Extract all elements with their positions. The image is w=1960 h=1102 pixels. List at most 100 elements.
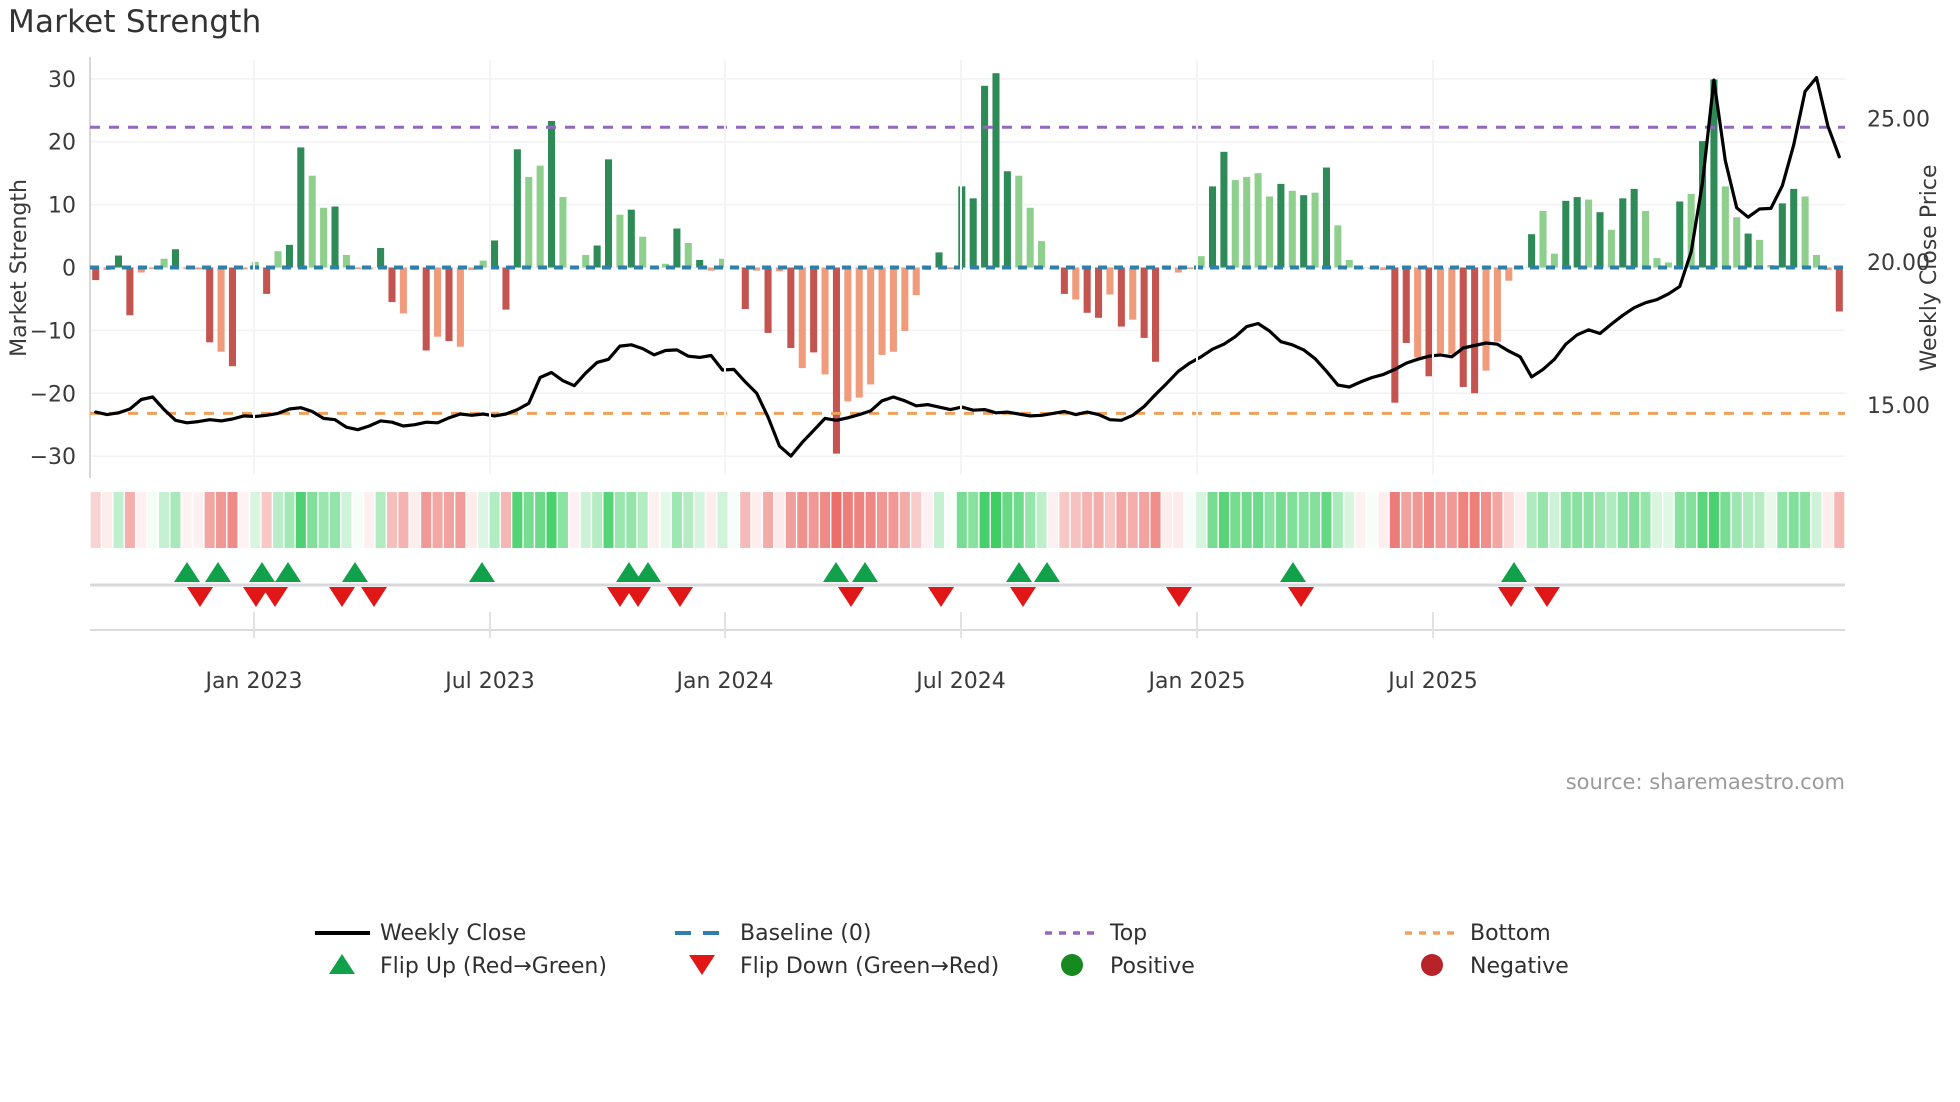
bar: [1186, 267, 1194, 269]
heatmap-cell: [1298, 492, 1309, 548]
heatmap-cell: [432, 492, 443, 548]
bar: [981, 85, 989, 268]
bar: [1311, 192, 1319, 268]
heatmap-cell: [1253, 492, 1264, 548]
bar: [1459, 267, 1467, 387]
heatmap-cell: [1731, 492, 1742, 548]
heatmap-cell: [1070, 492, 1081, 548]
legend-item-label: Positive: [1110, 954, 1195, 979]
weekly-close-line: [94, 76, 1841, 458]
legend-circle-marker: [1421, 954, 1443, 976]
heatmap-cell: [512, 492, 523, 548]
bar: [194, 267, 202, 270]
heatmap-cell: [1173, 492, 1184, 548]
heatmap-cell: [1207, 492, 1218, 548]
bar: [889, 267, 897, 352]
heatmap-cell: [1367, 492, 1378, 548]
bar: [1072, 267, 1080, 300]
bar: [1562, 200, 1570, 268]
heatmap-cell: [1355, 492, 1366, 548]
heatmap-cell: [1572, 492, 1583, 548]
bar: [1835, 267, 1843, 312]
heatmap-cell: [1788, 492, 1799, 548]
heatmap-cell: [204, 492, 215, 548]
heatmap-cell: [1640, 492, 1651, 548]
heatmap-cell: [865, 492, 876, 548]
bar: [764, 267, 772, 333]
heatmap-cell: [409, 492, 420, 548]
bar: [753, 267, 761, 271]
right-axis: 25.00 20.00 15.00: [1867, 108, 1930, 419]
bar: [1539, 210, 1547, 268]
bar: [160, 258, 168, 268]
heatmap-cell: [945, 492, 956, 548]
bar: [1391, 267, 1399, 403]
bar: [593, 245, 601, 268]
heatmap-cell: [1549, 492, 1560, 548]
heatmap-cell: [1606, 492, 1617, 548]
heatmap-cell: [808, 492, 819, 548]
heatmap-cell: [1537, 492, 1549, 548]
heatmap-cell: [181, 492, 192, 548]
heatmap-cell: [1800, 492, 1811, 548]
flip-down-marker: [1534, 587, 1560, 607]
bar: [285, 244, 293, 268]
bar: [126, 267, 134, 316]
bar: [1596, 212, 1604, 268]
heatmap-cell: [626, 492, 637, 548]
heatmap-cell: [455, 492, 466, 548]
flip-down-marker: [928, 587, 954, 607]
heatmap-cell: [1583, 492, 1594, 548]
flip-down-marker: [1288, 587, 1314, 607]
bar: [1528, 234, 1536, 268]
bar: [297, 147, 305, 268]
bar: [491, 240, 499, 268]
heatmap-cell: [911, 492, 922, 548]
bar: [1095, 267, 1103, 318]
heatmap-cell: [136, 492, 147, 548]
heatmap-cell: [1697, 492, 1708, 548]
flip-down-marker: [262, 587, 288, 607]
bar: [536, 165, 544, 268]
bar: [377, 248, 385, 268]
y-axis-tick-label: 30: [48, 68, 76, 93]
bar: [616, 214, 624, 268]
page-title: Market Strength: [8, 4, 262, 40]
bar: [1402, 267, 1410, 343]
bar: [240, 267, 248, 270]
flip-up-marker: [616, 562, 642, 582]
heatmap-cell: [728, 492, 739, 548]
bar: [525, 176, 533, 268]
legend-item: Flip Up (Red→Green): [329, 954, 607, 979]
bar: [502, 267, 510, 310]
bar: [1448, 267, 1456, 355]
heatmap-cell: [1446, 492, 1457, 548]
heatmap-cell: [1230, 492, 1241, 548]
heatmap-cell: [1332, 492, 1343, 548]
heatmap-cell: [979, 492, 990, 548]
heatmap-cell: [1184, 492, 1195, 548]
bar: [718, 258, 727, 268]
heatmap-cell: [683, 492, 694, 548]
bar: [1619, 198, 1627, 268]
heatmap-cell: [1059, 492, 1070, 548]
heatmap-cell: [614, 492, 625, 548]
bar: [1721, 186, 1729, 268]
flip-down-marker: [1498, 587, 1524, 607]
heatmap-cell: [740, 492, 751, 548]
heatmap-cell: [159, 492, 170, 548]
heatmap-cell: [421, 492, 432, 548]
flip-down-marker: [243, 587, 269, 607]
bar: [513, 149, 521, 268]
heatmap-cell: [90, 492, 101, 548]
legend-item-label: Flip Up (Red→Green): [380, 954, 607, 979]
heatmap-cell: [113, 492, 124, 548]
bar: [1585, 199, 1593, 268]
bar: [251, 261, 259, 268]
bar: [992, 73, 1000, 268]
heatmap-cell: [1047, 492, 1058, 548]
x-axis-tick-label: Jan 2024: [675, 669, 774, 694]
bar: [479, 260, 487, 268]
y-axis-tick-label: −10: [30, 319, 76, 344]
